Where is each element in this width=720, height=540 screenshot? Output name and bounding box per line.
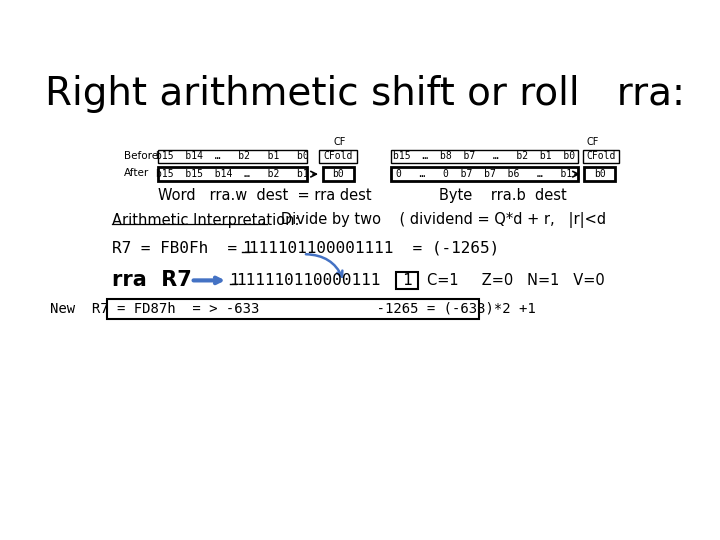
Text: b15  b15  b14  …   b2   b1: b15 b15 b14 … b2 b1 bbox=[156, 169, 309, 179]
Text: 1: 1 bbox=[402, 273, 412, 288]
Text: New  R7 = FD87h  = > -633              -1265 = (-633)*2 +1: New R7 = FD87h = > -633 -1265 = (-633)*2… bbox=[50, 302, 536, 316]
FancyBboxPatch shape bbox=[585, 167, 616, 181]
Text: After: After bbox=[124, 168, 149, 178]
Text: Arithmetic Interpretation:: Arithmetic Interpretation: bbox=[112, 213, 300, 228]
FancyBboxPatch shape bbox=[107, 299, 479, 319]
Text: b15  b14  …   b2   b1   b0: b15 b14 … b2 b1 b0 bbox=[156, 151, 309, 161]
Text: Before: Before bbox=[124, 151, 158, 161]
Text: 111101100001111  = (-1265): 111101100001111 = (-1265) bbox=[249, 240, 499, 255]
Text: 111110110000111: 111110110000111 bbox=[236, 273, 381, 288]
FancyBboxPatch shape bbox=[158, 150, 307, 164]
Text: Right arithmetic shift or roll   rra:: Right arithmetic shift or roll rra: bbox=[45, 75, 685, 113]
FancyBboxPatch shape bbox=[391, 167, 578, 181]
Text: R7 = FB0Fh  =: R7 = FB0Fh = bbox=[112, 240, 256, 255]
Text: C=1     Z=0   N=1   V=0: C=1 Z=0 N=1 V=0 bbox=[427, 273, 605, 288]
Text: b0: b0 bbox=[594, 169, 606, 179]
Text: CFold: CFold bbox=[323, 151, 353, 161]
Text: 0   …   0  b7  b7  b6   …   b1: 0 … 0 b7 b7 b6 … b1 bbox=[396, 169, 572, 179]
Text: 1: 1 bbox=[242, 240, 251, 255]
Text: 1: 1 bbox=[230, 273, 239, 288]
Text: CF: CF bbox=[586, 137, 598, 147]
Text: CFold: CFold bbox=[586, 151, 616, 161]
FancyBboxPatch shape bbox=[583, 150, 618, 164]
FancyBboxPatch shape bbox=[396, 272, 418, 289]
FancyBboxPatch shape bbox=[158, 167, 307, 181]
Text: Divide by two    ( dividend = Q*d + r,   |r|<d: Divide by two ( dividend = Q*d + r, |r|<… bbox=[266, 212, 606, 228]
Text: Byte    rra.b  dest: Byte rra.b dest bbox=[438, 188, 567, 203]
Text: b15  …  b8  b7   …   b2  b1  b0: b15 … b8 b7 … b2 b1 b0 bbox=[393, 151, 575, 161]
FancyBboxPatch shape bbox=[320, 150, 356, 164]
Text: b0: b0 bbox=[332, 169, 344, 179]
FancyBboxPatch shape bbox=[391, 150, 578, 164]
Text: rra  R7: rra R7 bbox=[112, 271, 192, 291]
Text: CF: CF bbox=[333, 137, 346, 147]
Text: Word   rra.w  dest  = rra dest: Word rra.w dest = rra dest bbox=[158, 188, 372, 203]
FancyBboxPatch shape bbox=[323, 167, 354, 181]
